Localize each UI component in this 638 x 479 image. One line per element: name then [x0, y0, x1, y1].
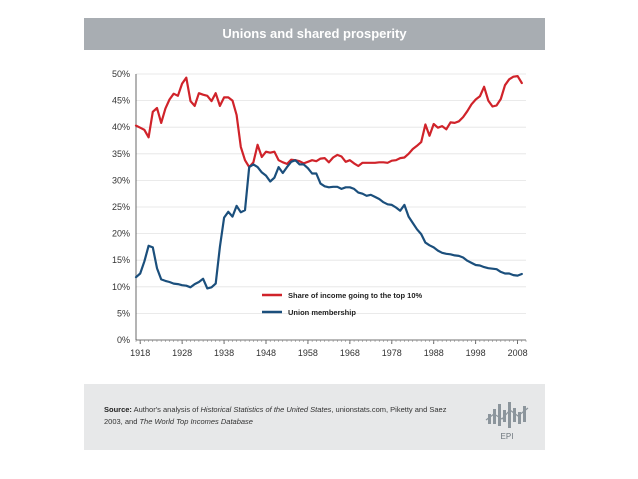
legend: Share of income going to the top 10% Unio… — [262, 291, 423, 317]
x-tick-label: 1988 — [424, 348, 444, 358]
x-tick-label: 2008 — [508, 348, 528, 358]
x-tick-label: 1928 — [172, 348, 192, 358]
axes: 0% 5% 10% 15% 20% 25% 30% 35% 40% 45% 50% 1918 1928 1… — [112, 69, 528, 358]
legend-label: Share of income going to the top 10% — [288, 291, 423, 300]
y-tick-label: 10% — [112, 282, 130, 292]
chart-card: Unions and shared prosperity 0% 5% 10% 15% 2… — [84, 18, 545, 450]
x-tick-label: 1938 — [214, 348, 234, 358]
y-tick-label: 35% — [112, 149, 130, 159]
y-tick-label: 25% — [112, 202, 130, 212]
y-tick-label: 5% — [117, 308, 130, 318]
x-tick-label: 1958 — [298, 348, 318, 358]
legend-label: Union membership — [288, 308, 356, 317]
x-tick-label: 1998 — [466, 348, 486, 358]
x-tick-label: 1968 — [340, 348, 360, 358]
y-tick-label: 0% — [117, 335, 130, 345]
epi-logo-text: EPI — [501, 432, 514, 441]
chart-area: 0% 5% 10% 15% 20% 25% 30% 35% 40% 45% 50% 1918 1928 1… — [112, 69, 528, 358]
source-text-part: Author's analysis of — [131, 405, 201, 414]
source-label: Source: — [104, 405, 132, 414]
y-tick-label: 40% — [112, 122, 130, 132]
chart-title: Unions and shared prosperity — [84, 18, 545, 50]
y-tick-label: 15% — [112, 255, 130, 265]
x-tick-label: 1978 — [382, 348, 402, 358]
y-tick-label: 20% — [112, 229, 130, 239]
gridlines — [136, 73, 526, 314]
series — [134, 75, 523, 290]
epi-logo: EPI — [485, 402, 529, 441]
x-tick-label: 1948 — [256, 348, 276, 358]
source-note: Source: Author's analysis of Historical … — [104, 404, 456, 428]
source-text-part: , unionstats.com, Piketty and Saez 2003,… — [104, 405, 447, 426]
source-footer: Source: Author's analysis of Historical … — [84, 384, 545, 450]
series-line-union-membership — [134, 159, 523, 290]
y-tick-label: 30% — [112, 175, 130, 185]
series-line-top-10-income-share — [134, 75, 523, 169]
y-tick-label: 45% — [112, 96, 130, 106]
x-tick-label: 1918 — [130, 348, 150, 358]
source-italic-title: Historical Statistics of the United Stat… — [200, 405, 332, 414]
y-tick-label: 50% — [112, 69, 130, 79]
source-italic-title: The World Top Incomes Database — [139, 417, 253, 426]
